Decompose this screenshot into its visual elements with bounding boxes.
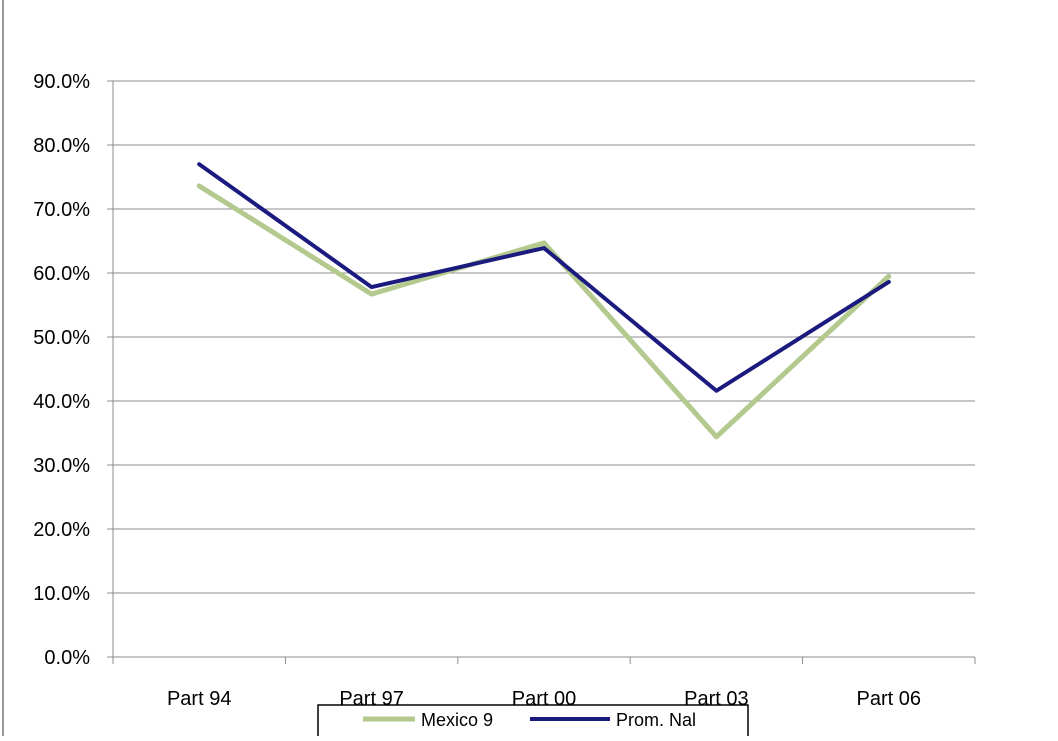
y-tick-label: 60.0% (33, 263, 90, 285)
x-tick-label: Part 06 (857, 688, 921, 710)
y-tick-label: 30.0% (33, 455, 90, 477)
y-tick-label: 0.0% (44, 647, 90, 669)
y-tick-label: 90.0% (33, 71, 90, 93)
y-tick-label: 50.0% (33, 327, 90, 349)
series-line-1 (196, 183, 892, 440)
y-tick-labels: 0.0% 10.0% 20.0% 30.0% 40.0% 50.0% 60.0% 70.0% 8… (33, 71, 90, 669)
y-tick-label: 80.0% (33, 135, 90, 157)
series-line-2 (197, 162, 891, 393)
x-tick-label: Part 94 (167, 688, 231, 710)
gridlines (113, 80, 975, 594)
axes (107, 80, 976, 664)
y-tick-label: 70.0% (33, 199, 90, 221)
legend-label-2: Prom. Nal (616, 710, 696, 730)
legend: Mexico 9 Prom. Nal (317, 704, 749, 739)
y-tick-label: 20.0% (33, 519, 90, 541)
legend-label-1: Mexico 9 (421, 710, 493, 730)
series-lines (196, 162, 892, 440)
y-tick-label: 40.0% (33, 391, 90, 413)
y-tick-label: 10.0% (33, 583, 90, 605)
